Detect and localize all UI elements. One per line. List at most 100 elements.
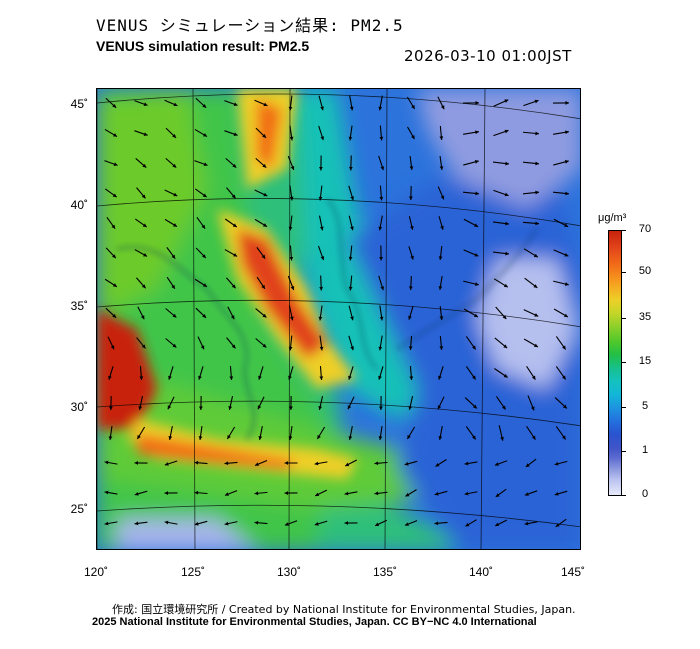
wind-arrow-head	[231, 344, 236, 349]
colorbar-label-70: 70	[638, 223, 652, 235]
wind-arrow-head	[202, 254, 206, 259]
colorbar-tick	[622, 318, 626, 319]
wind-arrow-head	[202, 283, 207, 287]
wind-arrow-head	[535, 190, 539, 195]
wind-arrow-head	[284, 522, 289, 526]
wind-arrow-head	[104, 521, 109, 526]
concentration-blobs	[97, 89, 580, 549]
wind-arrow-head	[318, 405, 323, 410]
wind-arrow-head	[142, 223, 147, 228]
wind-arrow-head	[378, 375, 382, 380]
wind-arrow-head	[438, 256, 443, 260]
colorbar-unit: μg/m³	[598, 212, 627, 224]
wind-arrow-head	[134, 491, 139, 496]
wind-arrow-head	[345, 462, 350, 467]
wind-arrow-head	[233, 102, 238, 106]
wind-arrow-head	[495, 493, 500, 497]
wind-arrow-head	[505, 251, 509, 256]
wind-arrow-head	[524, 492, 529, 496]
coastlines	[116, 198, 538, 440]
wind-arrow-head	[380, 166, 385, 171]
wind-arrow-head	[534, 99, 539, 104]
wind-arrow-head	[288, 346, 293, 351]
wind-arrow-head	[171, 254, 176, 259]
wind-arrow-head	[434, 521, 439, 526]
wind-arrow-head	[168, 375, 172, 380]
wind-arrow-head	[378, 346, 383, 351]
wind-arrow-head	[534, 313, 539, 317]
wind-arrow-head	[531, 375, 536, 380]
wind-arrow-head	[475, 191, 479, 196]
wind-arrow-head	[202, 193, 207, 198]
wind-vector-field	[104, 95, 570, 528]
wind-arrow-head	[134, 521, 139, 526]
wind-arrow-head	[261, 254, 266, 259]
wind-arrow-head	[224, 461, 229, 466]
wind-arrow-head	[141, 284, 146, 289]
wind-arrow-head	[134, 461, 139, 465]
wind-arrow-head	[564, 252, 569, 257]
wind-arrow-head	[110, 345, 115, 350]
pm25-concentration-field	[97, 89, 580, 549]
wind-arrow-head	[380, 286, 385, 291]
wind-arrow-head	[173, 192, 178, 197]
wind-arrow-head	[562, 404, 567, 409]
wind-arrow-head	[438, 286, 443, 290]
wind-arrow-head	[531, 435, 536, 440]
wind-arrow-head	[378, 436, 383, 440]
wind-arrow-head	[348, 375, 352, 380]
wind-arrow-head	[172, 134, 177, 138]
colorbar-label-5: 5	[641, 400, 649, 412]
wind-arrow-head	[533, 343, 538, 348]
wind-arrow-head	[228, 405, 233, 410]
wind-arrow-head	[108, 406, 113, 410]
colorbar-label-1: 1	[641, 444, 649, 456]
wind-arrow-head	[533, 253, 538, 258]
wind-arrow-head	[108, 436, 113, 440]
colorbar-label-35: 35	[638, 311, 652, 323]
wind-arrow-head	[474, 252, 479, 257]
wind-arrow-head	[530, 406, 535, 411]
wind-arrow-head	[439, 346, 444, 350]
wind-arrow-head	[472, 435, 476, 440]
wind-arrow-head	[318, 316, 323, 321]
lon-label-120: 120˚	[83, 565, 109, 579]
wind-arrow-head	[374, 461, 379, 466]
wind-arrow-head	[289, 136, 294, 141]
wind-arrow-head	[439, 316, 444, 320]
wind-arrow-head	[554, 461, 559, 466]
wind-arrow-head	[435, 462, 440, 467]
wind-arrow-head	[224, 492, 229, 496]
wind-arrow-head	[141, 194, 146, 199]
wind-arrow-head	[231, 284, 236, 289]
wind-arrow-head	[229, 376, 234, 380]
colorbar-label-15: 15	[638, 355, 652, 367]
wind-arrow-head	[319, 376, 324, 380]
lon-label-125: 125˚	[180, 565, 206, 579]
wind-arrow-head	[257, 405, 262, 410]
wind-arrow-head	[290, 166, 295, 170]
wind-arrow-head	[172, 313, 177, 318]
wind-arrow-head	[378, 226, 383, 231]
lon-label-130: 130˚	[276, 565, 302, 579]
wind-arrow-head	[198, 375, 202, 380]
wind-arrow-head	[350, 346, 354, 351]
wind-arrow-head	[562, 435, 566, 440]
wind-arrow-head	[408, 315, 412, 320]
wind-arrow-head	[167, 405, 172, 410]
wind-arrow-head	[347, 405, 352, 410]
wind-arrow-head	[533, 284, 538, 288]
wind-arrow-head	[503, 344, 508, 349]
wind-arrow-head	[439, 136, 444, 140]
wind-arrow-head	[199, 406, 203, 410]
wind-arrow-head	[505, 221, 509, 226]
credit-line-1: 作成: 国立環境研究所 / Created by National Instit…	[112, 603, 576, 616]
wind-arrow-head	[288, 436, 293, 440]
wind-arrow-head	[409, 376, 414, 380]
wind-arrow-head	[472, 345, 476, 350]
wind-arrow-head	[437, 405, 442, 410]
wind-arrow-head	[349, 106, 354, 111]
wind-arrow-head	[284, 491, 289, 495]
wind-arrow-head	[378, 106, 383, 111]
wind-arrow-head	[374, 491, 379, 496]
